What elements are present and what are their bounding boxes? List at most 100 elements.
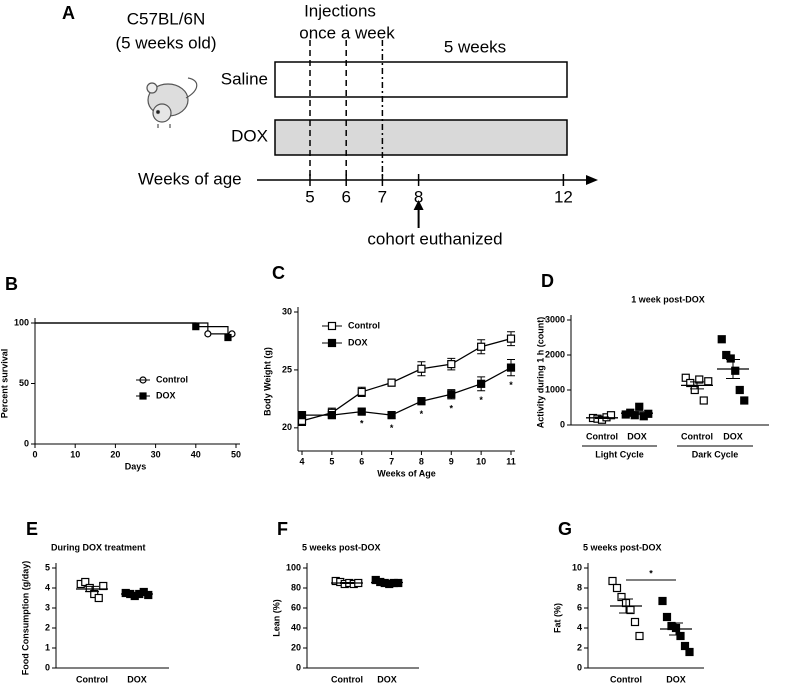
- sem-bar: [630, 411, 644, 416]
- marker: [681, 373, 690, 382]
- y-tick-label: 100: [14, 317, 29, 327]
- y-tick-label: 5: [45, 562, 50, 572]
- marker: [506, 334, 516, 343]
- marker: [477, 379, 486, 388]
- chart-title: 5 weeks post-DOX: [583, 542, 662, 552]
- x-tick-label: 10: [476, 456, 486, 466]
- marker: [224, 333, 232, 342]
- y-tick-label: 3000: [545, 314, 565, 324]
- marker: [735, 385, 744, 395]
- x-tick-label: 8: [419, 456, 424, 466]
- legend-label: DOX: [348, 337, 368, 347]
- injections: Injections: [304, 1, 376, 20]
- marker: [204, 330, 212, 338]
- y-tick-label: 0: [24, 438, 29, 448]
- y-tick-label: 6: [577, 602, 582, 612]
- series-line: [302, 367, 512, 416]
- marker: [357, 387, 366, 397]
- panel-label: E: [26, 519, 38, 539]
- x-tick-label: Control: [586, 431, 618, 441]
- group-label: Saline: [221, 69, 268, 88]
- injections: once a week: [299, 23, 395, 42]
- x-axis-label: Days: [125, 461, 147, 471]
- x-tick-label: Control: [331, 674, 363, 684]
- marker: [417, 364, 426, 373]
- panel-label: A: [62, 3, 75, 23]
- marker: [717, 335, 726, 344]
- sem-bar: [690, 381, 704, 390]
- y-tick-label: 1: [45, 642, 50, 652]
- euthanized-label: cohort euthanized: [367, 229, 502, 248]
- marker: [387, 378, 396, 387]
- x-tick-label: DOX: [127, 674, 147, 684]
- x-tick-label: 50: [231, 449, 241, 459]
- significance: *: [479, 395, 483, 405]
- marker: [635, 402, 644, 411]
- survival-line: [35, 322, 234, 335]
- group-label: DOX: [231, 126, 268, 145]
- marker: [695, 375, 704, 384]
- age: (5 weeks old): [115, 33, 216, 52]
- marker: [617, 592, 626, 602]
- timeline-tick-label: 12: [554, 187, 573, 206]
- y-axis-label: Lean (%): [271, 599, 281, 637]
- legend-label: Control: [348, 320, 380, 330]
- marker: [626, 605, 635, 615]
- dox-bar: [274, 119, 568, 156]
- marker: [477, 342, 486, 351]
- x-tick-label: 5: [329, 456, 334, 466]
- y-axis-label: Activity during 1 h (count): [535, 317, 545, 429]
- x-tick-label: 40: [191, 449, 201, 459]
- marker: [94, 593, 103, 603]
- timeline-tick-label: 6: [341, 187, 350, 206]
- panel-label: F: [277, 519, 288, 539]
- panel-label: G: [558, 519, 572, 539]
- significance: *: [450, 403, 454, 413]
- sem-bar: [130, 592, 144, 596]
- sem-bar: [726, 359, 740, 379]
- y-tick-label: 2: [45, 622, 50, 632]
- marker: [740, 396, 749, 405]
- y-tick-label: 0: [577, 662, 582, 672]
- y-tick-label: 0: [296, 662, 301, 672]
- y-tick-label: 60: [291, 602, 301, 612]
- y-tick-label: 4: [45, 582, 50, 592]
- marker: [327, 321, 337, 331]
- axis-label: Weeks of age: [138, 169, 242, 188]
- sem-bar: [380, 581, 394, 584]
- x-tick-label: 20: [110, 449, 120, 459]
- duration: 5 weeks: [444, 37, 506, 56]
- timeline-arrow: [586, 175, 598, 185]
- sem-bar: [669, 622, 683, 636]
- marker: [327, 338, 337, 348]
- marker: [144, 590, 153, 600]
- x-tick-label: DOX: [377, 674, 397, 684]
- marker: [676, 631, 685, 641]
- group-label: Dark Cycle: [692, 449, 739, 459]
- timeline-tick-label: 8: [414, 187, 423, 206]
- timeline-tick-label: 5: [305, 187, 314, 206]
- marker: [297, 410, 307, 420]
- x-tick-label: DOX: [627, 431, 647, 441]
- marker: [680, 641, 690, 651]
- y-tick-label: 50: [19, 378, 29, 388]
- sem-bar: [619, 598, 633, 614]
- panel-label: C: [272, 263, 285, 283]
- marker: [417, 397, 426, 406]
- marker: [447, 390, 456, 399]
- sem-bar: [85, 585, 99, 593]
- marker: [327, 410, 336, 420]
- x-tick-label: DOX: [723, 431, 743, 441]
- marker: [726, 354, 735, 363]
- y-tick-label: 8: [577, 582, 582, 592]
- marker: [192, 323, 200, 331]
- y-axis-label: Body Weight (g): [262, 347, 272, 416]
- x-tick-label: 7: [389, 456, 394, 466]
- y-tick-label: 2: [577, 642, 582, 652]
- group-label: Light Cycle: [595, 449, 644, 459]
- significance: *: [390, 423, 394, 433]
- x-tick-label: 11: [506, 456, 516, 466]
- y-tick-label: 10: [572, 562, 582, 572]
- y-tick-label: 20: [282, 422, 292, 432]
